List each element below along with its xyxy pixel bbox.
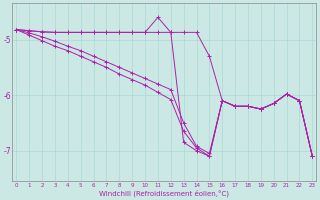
X-axis label: Windchill (Refroidissement éolien,°C): Windchill (Refroidissement éolien,°C)	[99, 189, 229, 197]
